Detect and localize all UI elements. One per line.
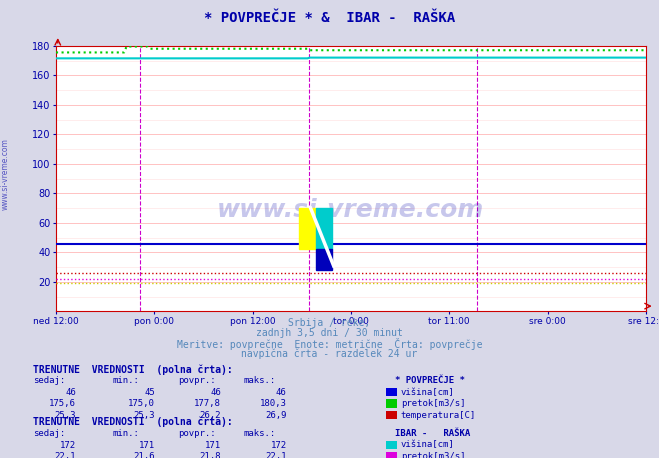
- Text: www.si-vreme.com: www.si-vreme.com: [217, 198, 484, 223]
- Text: sedaj:: sedaj:: [33, 429, 65, 438]
- Text: min.:: min.:: [112, 376, 139, 385]
- Text: zadnjh 3,5 dni / 30 minut: zadnjh 3,5 dni / 30 minut: [256, 328, 403, 338]
- Text: maks.:: maks.:: [244, 376, 276, 385]
- Text: TRENUTNE  VREDNOSTI  (polna črta):: TRENUTNE VREDNOSTI (polna črta):: [33, 417, 233, 427]
- Bar: [299, 208, 316, 250]
- Text: www.si-vreme.com: www.si-vreme.com: [1, 138, 10, 210]
- Text: 21,6: 21,6: [133, 452, 155, 458]
- Text: 26,9: 26,9: [265, 411, 287, 420]
- Text: 171: 171: [205, 441, 221, 450]
- Text: navpična črta - razdelek 24 ur: navpična črta - razdelek 24 ur: [241, 349, 418, 359]
- Text: 175,6: 175,6: [49, 399, 76, 409]
- Text: pretok[m3/s]: pretok[m3/s]: [401, 452, 465, 458]
- Text: povpr.:: povpr.:: [178, 429, 215, 438]
- Text: 22,1: 22,1: [54, 452, 76, 458]
- Text: 45: 45: [144, 388, 155, 397]
- Text: višina[cm]: višina[cm]: [401, 441, 455, 450]
- Text: 46: 46: [65, 388, 76, 397]
- Text: 46: 46: [276, 388, 287, 397]
- Text: 172: 172: [271, 441, 287, 450]
- Text: 180,3: 180,3: [260, 399, 287, 409]
- Text: Srbija / reke,: Srbija / reke,: [289, 318, 370, 328]
- Text: temperatura[C]: temperatura[C]: [401, 411, 476, 420]
- Text: 172: 172: [60, 441, 76, 450]
- Text: * POVPREČJE * &  IBAR -  RAŠKA: * POVPREČJE * & IBAR - RAŠKA: [204, 11, 455, 26]
- Text: 25,3: 25,3: [133, 411, 155, 420]
- Text: višina[cm]: višina[cm]: [401, 388, 455, 397]
- Text: povpr.:: povpr.:: [178, 376, 215, 385]
- Text: sedaj:: sedaj:: [33, 376, 65, 385]
- Text: pretok[m3/s]: pretok[m3/s]: [401, 399, 465, 409]
- Text: 22,1: 22,1: [265, 452, 287, 458]
- Text: 177,8: 177,8: [194, 399, 221, 409]
- Text: * POVPREČJE *: * POVPREČJE *: [395, 376, 465, 385]
- Text: TRENUTNE  VREDNOSTI  (polna črta):: TRENUTNE VREDNOSTI (polna črta):: [33, 364, 233, 375]
- Bar: [316, 250, 332, 270]
- Text: 26,2: 26,2: [199, 411, 221, 420]
- Text: min.:: min.:: [112, 429, 139, 438]
- Text: maks.:: maks.:: [244, 429, 276, 438]
- Text: 46: 46: [210, 388, 221, 397]
- Text: 171: 171: [139, 441, 155, 450]
- Text: IBAR -   RAŠKA: IBAR - RAŠKA: [395, 429, 471, 438]
- Text: 25,3: 25,3: [54, 411, 76, 420]
- Text: Meritve: povprečne  Enote: metrične  Črta: povprečje: Meritve: povprečne Enote: metrične Črta:…: [177, 338, 482, 350]
- Text: 21,8: 21,8: [199, 452, 221, 458]
- Text: 175,0: 175,0: [128, 399, 155, 409]
- Bar: [316, 208, 332, 250]
